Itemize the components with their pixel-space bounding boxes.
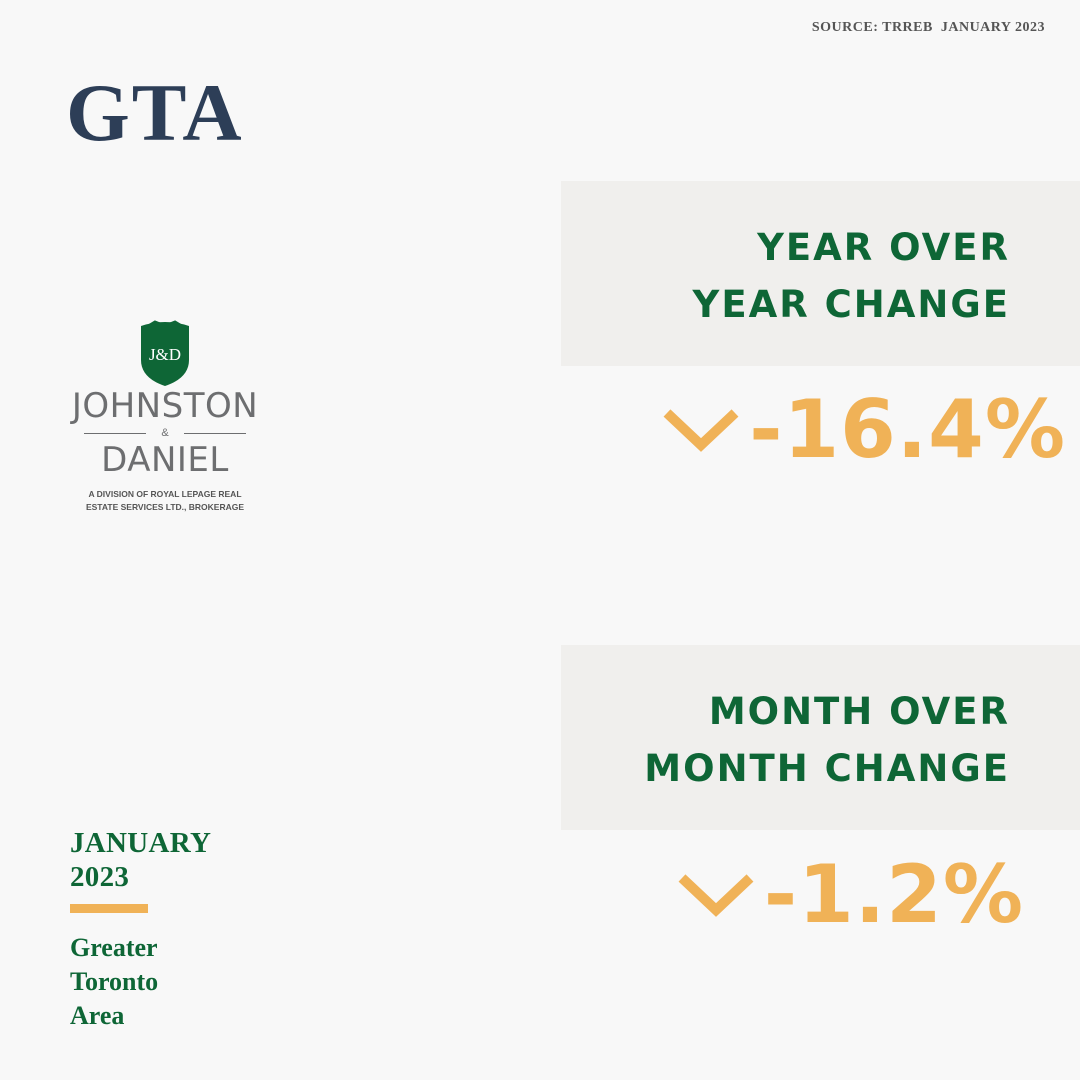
logo-monogram: J&D xyxy=(149,345,181,364)
mom-change: -1.2% xyxy=(676,855,1024,935)
area-name: Greater Toronto Area xyxy=(70,933,159,1030)
company-logo: J&D JOHNSTON & DANIEL A DIVISION OF ROYA… xyxy=(62,320,268,514)
yoy-label-panel: YEAR OVER YEAR CHANGE xyxy=(561,181,1080,366)
mom-label-panel: MONTH OVER MONTH CHANGE xyxy=(561,645,1080,830)
page-title: GTA xyxy=(66,67,244,158)
yoy-label: YEAR OVER YEAR CHANGE xyxy=(692,226,1010,326)
yoy-value: -16.4% xyxy=(749,383,1066,476)
mom-value: -1.2% xyxy=(763,848,1024,941)
yoy-change: -16.4% xyxy=(661,390,1066,470)
chevron-down-icon xyxy=(663,409,739,452)
shield-icon: J&D xyxy=(141,320,189,386)
report-date: JANUARY 2023 xyxy=(70,827,211,893)
source-note: SOURCE: TRREB JANUARY 2023 xyxy=(811,20,1045,35)
mom-label: MONTH OVER MONTH CHANGE xyxy=(644,690,1010,790)
date-block: JANUARY 2023 Greater Toronto Area xyxy=(70,826,220,1033)
accent-divider xyxy=(70,904,148,913)
logo-name-line2: DANIEL xyxy=(101,440,229,480)
logo-division: A DIVISION OF ROYAL LEPAGE REAL ESTATE S… xyxy=(85,489,245,512)
logo-name-line1: JOHNSTON xyxy=(71,386,259,426)
logo-ampersand: & xyxy=(62,426,268,440)
chevron-down-icon xyxy=(678,874,754,917)
